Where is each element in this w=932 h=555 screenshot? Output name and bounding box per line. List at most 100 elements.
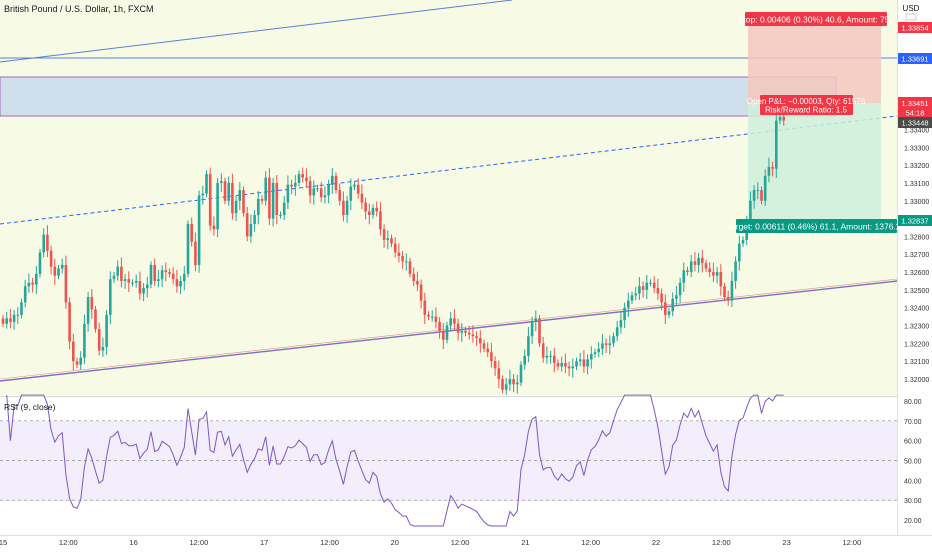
- candle-body: [430, 316, 434, 318]
- candle-body: [649, 282, 652, 284]
- candle-body: [560, 362, 563, 367]
- candle-body: [749, 200, 752, 223]
- candle-body: [771, 166, 774, 169]
- candle-body: [286, 184, 290, 203]
- candle-body: [20, 302, 23, 315]
- candle-body: [501, 379, 504, 390]
- candlestick-series: [1, 110, 785, 395]
- candle-body: [708, 268, 711, 273]
- candle-body: [763, 175, 767, 201]
- svg-text:1.33854: 1.33854: [901, 24, 928, 33]
- candle-body: [72, 341, 75, 362]
- time-tick-label: 12:00: [451, 538, 470, 547]
- candle-body: [405, 261, 408, 263]
- candle-body: [123, 279, 127, 281]
- channel-mid-dashed-line[interactable]: [0, 115, 898, 225]
- candle-body: [782, 116, 785, 121]
- candle-body: [719, 272, 723, 287]
- candle-body: [712, 272, 715, 276]
- candle-body: [105, 314, 108, 347]
- price-tick-label: 1.32000: [904, 377, 929, 384]
- price-tick-label: 1.32500: [904, 288, 929, 295]
- candle-body: [271, 182, 275, 219]
- candle-body: [778, 116, 782, 121]
- candle-body: [723, 286, 726, 298]
- stop-zone[interactable]: [748, 17, 881, 103]
- candle-body: [142, 288, 145, 294]
- time-tick-label: 12:00: [843, 538, 862, 547]
- rsi-axis[interactable]: 80.00 70.00 60.00 50.00 40.00 30.00 20.00: [904, 399, 922, 525]
- candle-body: [634, 293, 637, 296]
- candle-body: [645, 282, 649, 290]
- candle-body: [220, 181, 223, 183]
- channel-lower-line[interactable]: [0, 280, 898, 382]
- rsi-tick-label: 40.00: [904, 478, 922, 485]
- stop-label[interactable]: Stop: 0.00406 (0.30%) 40.6, Amount: 750: [738, 12, 895, 26]
- candle-body: [467, 332, 471, 335]
- candle-body: [578, 359, 582, 362]
- candle-body: [201, 193, 205, 196]
- candle-body: [205, 174, 208, 194]
- candle-body: [586, 359, 589, 367]
- rsi-line[interactable]: [6, 394, 784, 527]
- candle-body: [94, 309, 97, 330]
- svg-text:1.32837: 1.32837: [901, 217, 928, 226]
- candle-body: [197, 195, 201, 265]
- time-axis[interactable]: 15 12:00 16 12:00 17 12:00 20 12:00 21 12:00 22 12:…: [0, 538, 861, 547]
- candle-body: [356, 184, 360, 194]
- axis-settings-icon[interactable]: [905, 13, 917, 21]
- candle-body: [534, 318, 538, 322]
- time-tick-label: 12:00: [581, 538, 600, 547]
- target-label[interactable]: Target: 0.00611 (0.46%) 61.1, Amount: 13…: [727, 219, 906, 233]
- candle-body: [775, 120, 778, 169]
- price-tag-level: 1.33691: [898, 53, 932, 64]
- price-tick-label: 1.32100: [904, 359, 929, 366]
- target-zone[interactable]: [748, 103, 881, 220]
- candle-body: [282, 202, 286, 216]
- candle-body: [671, 298, 674, 312]
- candle-body: [305, 177, 308, 182]
- price-tick-label: 1.33300: [904, 145, 929, 152]
- candle-body: [79, 357, 82, 365]
- candle-body: [456, 323, 460, 333]
- candle-body: [608, 343, 612, 346]
- price-tick-label: 1.32800: [904, 234, 929, 241]
- candle-body: [101, 346, 105, 351]
- candle-body: [208, 174, 212, 226]
- channel-upper-line[interactable]: [0, 0, 513, 63]
- candle-body: [46, 234, 49, 251]
- candle-body: [331, 175, 334, 185]
- candle-body: [97, 329, 101, 351]
- candle-body: [153, 264, 156, 281]
- candle-body: [393, 243, 397, 253]
- supply-zone[interactable]: [0, 76, 837, 117]
- candle-body: [697, 257, 700, 265]
- candle-body: [693, 261, 697, 265]
- candle-body: [704, 263, 708, 269]
- svg-text:Stop: 0.00406 (0.30%) 40.6, Am: Stop: 0.00406 (0.30%) 40.6, Amount: 750: [738, 15, 895, 25]
- candle-body: [741, 239, 745, 244]
- candle-body: [571, 366, 575, 369]
- candle-body: [216, 182, 219, 230]
- candle-body: [212, 225, 216, 230]
- candle-body: [168, 272, 171, 274]
- price-tick-label: 1.33200: [904, 163, 929, 170]
- price-tick-label: 1.32300: [904, 324, 929, 331]
- candle-body: [689, 261, 693, 273]
- candle-body: [627, 300, 630, 308]
- open-pnl-label[interactable]: Open P&L: −0.00003, Qty: 61576 Risk/Rewa…: [747, 95, 866, 115]
- candle-body: [601, 343, 604, 349]
- candle-body: [323, 195, 327, 198]
- candle-body: [9, 318, 12, 322]
- rsi-tick-label: 80.00: [904, 399, 922, 406]
- candle-body: [275, 182, 279, 216]
- candle-body: [375, 207, 378, 212]
- price-tick-label: 1.32200: [904, 341, 929, 348]
- candle-body: [730, 280, 734, 301]
- candle-body: [294, 182, 297, 187]
- candle-body: [675, 295, 678, 299]
- candle-body: [120, 266, 123, 281]
- candle-body: [523, 355, 526, 365]
